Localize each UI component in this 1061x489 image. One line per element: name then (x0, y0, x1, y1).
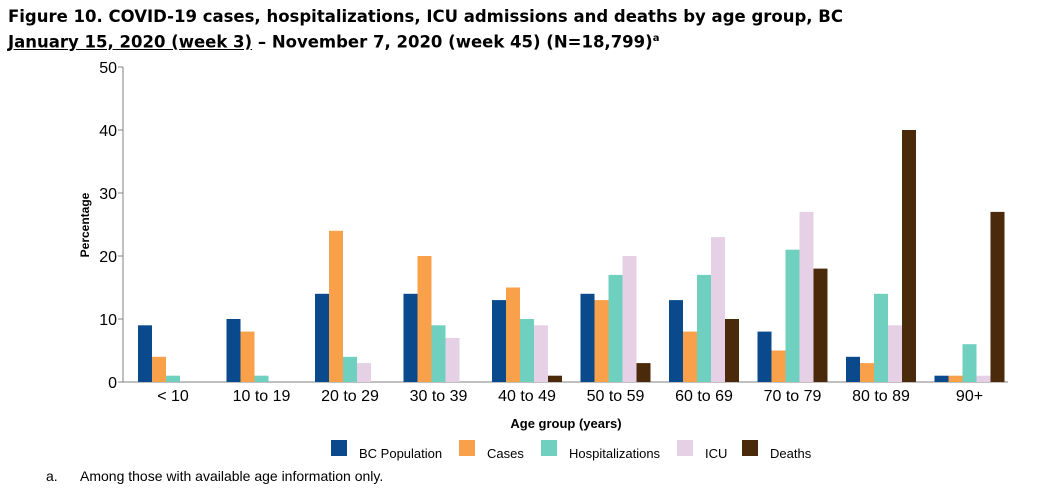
title-line2: January 15, 2020 (week 3) – November 7, … (8, 28, 843, 54)
title-line1: Figure 10. COVID-19 cases, hospitalizati… (8, 7, 843, 26)
bar-deaths-5 (636, 363, 651, 382)
x-tick-label: 80 to 89 (852, 388, 910, 405)
bar-icu-8 (888, 325, 902, 382)
footnote: a. Among those with available age informa… (46, 468, 383, 484)
bar-icu-2 (357, 363, 371, 382)
bar-cases-2 (329, 230, 343, 382)
bar-deaths-6 (725, 319, 739, 382)
bar-cases-3 (417, 256, 432, 382)
legend-label-hospitalizations: Hospitalizations (569, 446, 661, 461)
x-tick-label: 20 to 29 (321, 388, 379, 405)
bar-deaths-4 (548, 375, 562, 382)
title-date-range: – November 7, 2020 (week 45) (N=18,799) (252, 32, 653, 52)
legend-swatch-deaths (742, 440, 758, 456)
bar-bc-population-8 (846, 356, 860, 382)
bar-hospitalizations-9 (962, 344, 977, 382)
x-tick-label: 30 to 39 (410, 388, 468, 405)
y-tick-label: 20 (99, 249, 117, 266)
footnote-marker: a. (46, 468, 58, 484)
bar-deaths-8 (902, 130, 916, 382)
bar-icu-7 (799, 211, 814, 382)
bar-bc-population-6 (669, 300, 683, 382)
bar-bc-population-7 (757, 331, 772, 382)
figure-title: Figure 10. COVID-19 cases, hospitalizati… (8, 6, 843, 54)
bar-bc-population-1 (226, 319, 241, 382)
legend-label-bc-population: BC Population (359, 446, 442, 461)
y-tick-label: 50 (99, 60, 117, 77)
bar-hospitalizations-6 (697, 274, 711, 382)
bar-hospitalizations-4 (520, 319, 534, 382)
x-tick-label: 10 to 19 (233, 388, 291, 405)
x-tick-labels: < 10 10 to 19 20 to 29 30 to 39 40 to 49 50 t… (157, 388, 983, 405)
y-tick-label: 30 (99, 186, 117, 203)
bar-icu-5 (622, 256, 637, 382)
x-tick-label: < 10 (157, 388, 189, 405)
bar-hospitalizations-0 (166, 375, 180, 382)
bar-bc-population-3 (403, 293, 418, 382)
x-tick-label: 60 to 69 (675, 388, 733, 405)
bar-bc-population-5 (580, 293, 595, 382)
bar-cases-0 (152, 356, 166, 382)
y-tick-labels: 0 10 20 30 40 50 (99, 60, 123, 392)
bar-bc-population-9 (934, 375, 949, 382)
y-tick-label: 40 (99, 123, 117, 140)
bar-hospitalizations-7 (785, 249, 800, 382)
bar-cases-9 (948, 375, 963, 382)
title-footnote-marker: a (652, 33, 660, 44)
x-tick-label: 40 to 49 (498, 388, 556, 405)
bar-bc-population-4 (492, 300, 506, 382)
legend-label-cases: Cases (487, 446, 524, 461)
bar-icu-3 (445, 337, 460, 382)
bar-hospitalizations-1 (254, 375, 269, 382)
x-axis-label: Age group (years) (510, 416, 621, 431)
bar-cases-8 (860, 363, 874, 382)
legend-swatch-icu (677, 440, 693, 456)
x-tick-label: 50 to 59 (587, 388, 645, 405)
bar-deaths-9 (990, 211, 1005, 382)
legend-swatch-hospitalizations (541, 440, 557, 456)
bar-hospitalizations-8 (874, 293, 888, 382)
bar-cases-6 (683, 331, 697, 382)
legend-swatch-cases (459, 440, 475, 456)
bar-bc-population-0 (138, 325, 152, 382)
x-tick-label: 90+ (956, 388, 983, 405)
bar-icu-9 (976, 375, 991, 382)
chart-bars (138, 130, 1005, 382)
bar-cases-5 (594, 300, 609, 382)
chart-legend: BC Population Cases Hospitalizations ICU Dea… (331, 440, 812, 461)
bar-cases-4 (506, 287, 520, 382)
bar-bc-population-2 (315, 293, 329, 382)
x-tick-label: 70 to 79 (764, 388, 822, 405)
title-date-start: January 15, 2020 (week 3) (8, 32, 253, 52)
bar-icu-4 (534, 325, 548, 382)
bar-hospitalizations-3 (431, 325, 446, 382)
y-axis-label: Percentage (78, 192, 92, 257)
y-tick-label: 0 (108, 375, 117, 392)
legend-label-icu: ICU (705, 446, 727, 461)
bar-hospitalizations-2 (343, 356, 357, 382)
legend-label-deaths: Deaths (770, 446, 812, 461)
bar-cases-1 (240, 331, 255, 382)
y-tick-label: 10 (99, 312, 117, 329)
bar-cases-7 (771, 350, 786, 382)
bar-deaths-7 (813, 268, 828, 382)
footnote-text: Among those with available age informati… (80, 468, 384, 484)
bar-hospitalizations-5 (608, 274, 623, 382)
legend-swatch-bc-population (331, 440, 347, 456)
bar-icu-6 (711, 237, 725, 382)
